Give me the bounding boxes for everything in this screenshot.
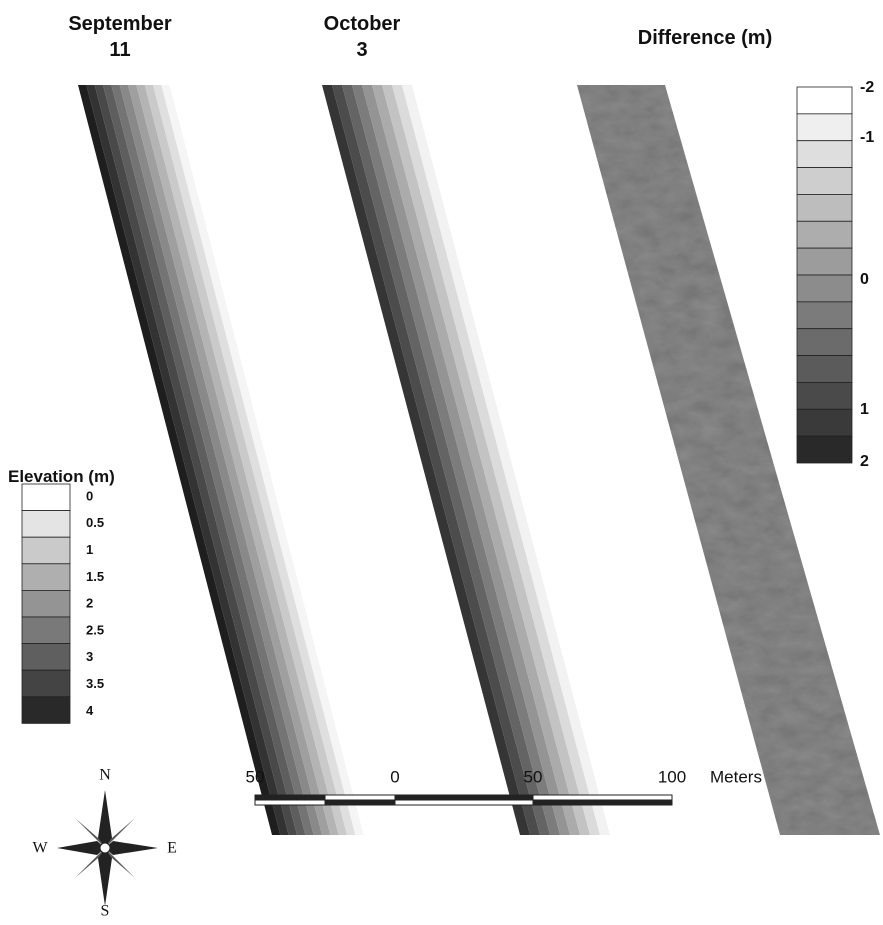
legend-swatch [797,221,852,248]
legend-label: -1 [860,129,874,146]
legend-label: 0 [86,488,93,503]
compass-rose [57,790,158,906]
legend-label: 1.5 [86,569,104,584]
compass-label: W [32,840,48,857]
legend-swatch [797,168,852,195]
legend-label: 2 [86,596,93,611]
panel-title: Difference (m) [638,27,772,49]
legend-swatch [22,644,70,671]
legend-label: 1 [86,542,93,557]
legend-swatch [797,382,852,409]
legend-swatch [22,617,70,644]
legend-swatch [797,436,852,463]
elevation-band [111,85,313,835]
legend-swatch [22,590,70,617]
legend-swatch [22,670,70,697]
panel-title: September [68,13,172,35]
elevation-band [362,85,570,835]
legend-swatch [797,114,852,141]
scale-segment [255,800,325,805]
legend-label: 3 [86,649,93,664]
legend-label: 2.5 [86,622,104,637]
compass-label: N [99,767,111,784]
legend-label: 0.5 [86,515,104,530]
legend-title: Elevation (m) [8,467,115,486]
legend-swatch [797,275,852,302]
legend-swatch [797,409,852,436]
scale-segment [325,800,395,805]
panel-title: 3 [356,39,367,61]
legend-swatch [22,564,70,591]
legend-swatch [797,329,852,356]
scale-segment [395,800,533,805]
scale-label: 100 [658,767,686,786]
page: {"panels": [ {"title": ["September", "11… [0,0,883,920]
legend-swatch [797,141,852,168]
legend-swatch [797,248,852,275]
elevation-band [382,85,590,835]
scale-unit: Meters [710,767,762,786]
elevation-band [136,85,338,835]
scale-segment [533,795,672,800]
elevation-maps [78,85,880,835]
legend-swatch [797,194,852,221]
compass-label: S [101,903,110,920]
legend-label: -2 [860,79,874,96]
legend-label: 3.5 [86,676,104,691]
legend-swatch [797,356,852,383]
compass-label: E [167,840,177,857]
legend-swatch [797,302,852,329]
scale-segment [533,800,672,805]
legend-label: 1 [860,401,869,418]
legend-swatch [22,697,70,724]
scale-label: 0 [390,767,399,786]
figure: September 11 October 3 Difference (m) El… [0,0,883,920]
elevation-band [352,85,560,835]
legend-swatch [22,511,70,538]
panel-title: 11 [109,39,130,61]
legend-swatch [797,87,852,114]
legend-label: 0 [860,271,869,288]
elevation-band [128,85,330,835]
scale-segment [395,795,533,800]
scale-segment [255,795,325,800]
difference-legend: -2 -1 0 1 2 [797,79,874,470]
panel-title: October [324,13,401,35]
legend-label: 2 [860,453,869,470]
legend-swatch [22,484,70,511]
scale-label: 50 [246,767,265,786]
legend-label: 4 [86,703,94,718]
scale-label: 50 [524,767,543,786]
elevation-legend: 0 0.5 1 1.5 2 2.5 3 3.5 4 [22,484,104,723]
legend-swatch [22,537,70,564]
scale-segment [325,795,395,800]
elevation-band [120,85,322,835]
elevation-band [372,85,580,835]
